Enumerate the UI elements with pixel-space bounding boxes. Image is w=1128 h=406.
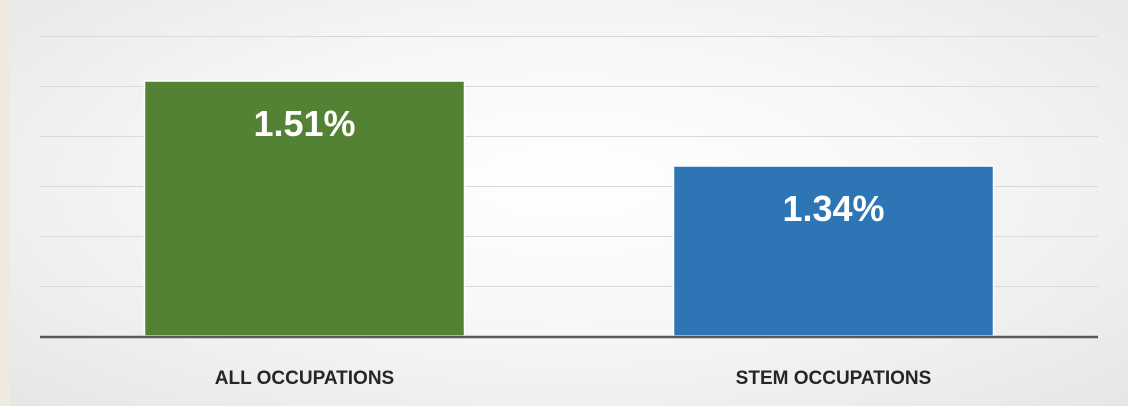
data-label: 1.51% xyxy=(253,103,355,144)
category-label: STEM OCCUPATIONS xyxy=(736,368,932,389)
data-label: 1.34% xyxy=(782,188,884,229)
category-label: ALL OCCUPATIONS xyxy=(215,368,394,389)
bar-chart: 1.51% 1.34% ALL OCCUPATIONS STEM OCCUPATIO… xyxy=(40,36,1098,389)
bar-all-occupations xyxy=(143,80,466,337)
bar-stem-occupations xyxy=(672,165,995,337)
data-labels: 1.51% 1.34% xyxy=(253,103,884,229)
chart-panel: 1.51% 1.34% ALL OCCUPATIONS STEM OCCUPATIO… xyxy=(10,0,1128,406)
category-labels: ALL OCCUPATIONS STEM OCCUPATIONS xyxy=(215,368,932,389)
bars xyxy=(143,80,995,337)
